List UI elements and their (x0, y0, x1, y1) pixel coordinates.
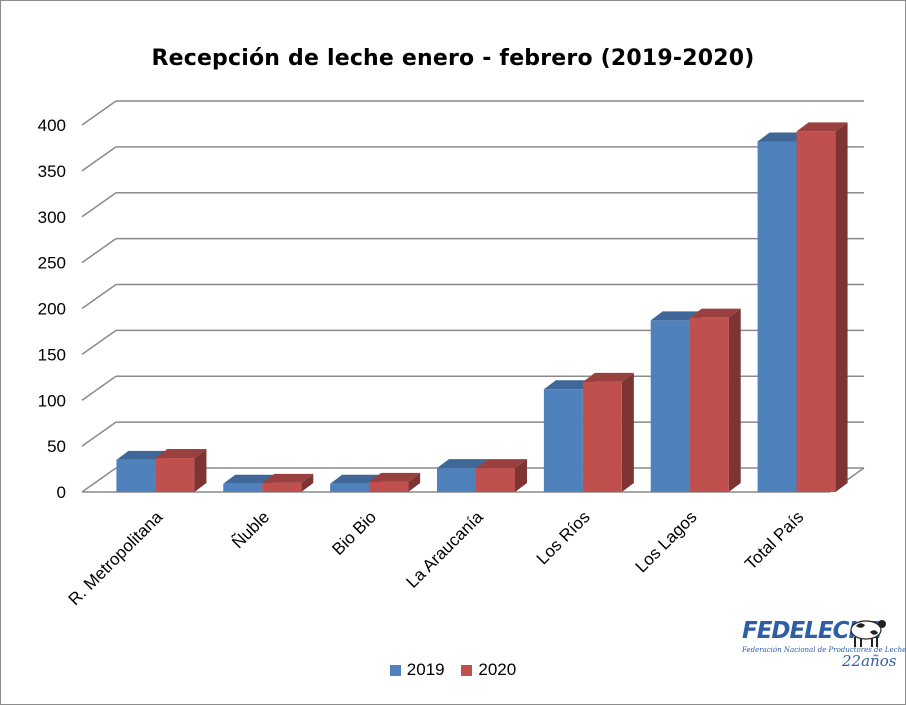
bar-side-2020-6 (835, 122, 848, 493)
bar-2019-0 (116, 459, 156, 492)
bar-top-2020-5 (689, 308, 741, 318)
legend-label-2019: 2019 (406, 660, 445, 679)
bar-2019-5 (650, 320, 690, 492)
bar-top-2020-6 (796, 122, 848, 132)
legend-swatch-2019 (389, 664, 401, 676)
y-tick-label-200: 200 (38, 300, 66, 319)
bar-top-2019-6 (757, 132, 809, 142)
bar-side-2020-0 (194, 449, 207, 492)
y-tick-label-150: 150 (38, 345, 66, 364)
gridline-side-150 (81, 329, 117, 355)
y-tick-label-0: 0 (57, 483, 66, 502)
x-tick-label-4: Los Ríos (533, 507, 594, 568)
x-tick-label-6: Total País (741, 507, 807, 573)
y-tick-label-300: 300 (38, 208, 66, 227)
x-tick-label-5: Los Lagos (632, 507, 701, 576)
bar-top-2020-2 (369, 472, 421, 482)
legend-label-2020: 2020 (478, 660, 517, 679)
bar-2019-6 (757, 141, 797, 492)
y-tick-label-400: 400 (38, 116, 66, 135)
bar-2019-4 (543, 389, 583, 492)
gridline-side-400 (81, 100, 117, 126)
bar-top-2019-0 (116, 450, 168, 460)
bar-top-2020-3 (476, 459, 527, 469)
bar-2020-6 (796, 131, 836, 493)
bar-side-2020-4 (621, 372, 634, 492)
bar-2019-1 (223, 483, 263, 492)
bar-side-2020-3 (515, 459, 527, 492)
legend-item-2020: 2020 (461, 660, 516, 680)
bar-2020-4 (582, 381, 622, 492)
gridline-side-200 (81, 283, 117, 310)
x-tick-label-0: R. Metropolitana (65, 507, 167, 609)
bar-top-2019-3 (437, 459, 488, 469)
bar-side-2020-5 (728, 308, 741, 492)
cow-icon (850, 620, 886, 647)
bar-top-2020-4 (582, 372, 634, 382)
bar-side-2020-2 (408, 472, 421, 492)
x-tick-label-3: La Araucanía (403, 507, 488, 592)
bar-2019-3 (437, 468, 476, 492)
x-tick-label-1: Ñuble (228, 507, 273, 552)
bar-2020-5 (689, 317, 729, 492)
y-tick-label-250: 250 (38, 254, 66, 273)
gridline-side-350 (81, 146, 117, 172)
gridline-side-50 (81, 421, 117, 447)
bar-2020-0 (155, 458, 195, 492)
gridline-side-100 (81, 375, 117, 401)
y-tick-label-350: 350 (38, 162, 66, 181)
bar-top-2019-2 (330, 474, 382, 484)
legend-swatch-2020 (461, 664, 473, 676)
gridline-side-0 (81, 467, 117, 493)
bar-2019-2 (330, 483, 370, 492)
fedeleche-logo: FEDELECHE Federación Nacional de Product… (738, 612, 906, 680)
logo-subtitle: Federación Nacional de Productores de Le… (742, 646, 906, 654)
bar-top-2019-5 (650, 311, 702, 321)
y-tick-label-50: 50 (47, 437, 66, 456)
bar-2020-3 (476, 468, 515, 492)
y-tick-label-100: 100 (38, 391, 66, 410)
bar-top-2020-0 (155, 449, 207, 459)
gridline-side-300 (81, 192, 117, 218)
gridline-side-250 (81, 238, 117, 264)
chart-title: Recepción de leche enero - febrero (2019… (151, 46, 755, 71)
bar-2020-2 (369, 481, 409, 492)
bar-side-2020-1 (301, 473, 314, 492)
x-tick-label-2: Bio Bio (328, 507, 380, 559)
logo-years: 22años (842, 652, 897, 670)
bar-top-2019-4 (543, 380, 595, 390)
bar-2020-1 (262, 482, 302, 492)
legend-item-2019: 2019 (389, 660, 445, 680)
bar-top-2020-1 (262, 473, 314, 483)
legend: 2019 2020 (0, 660, 906, 681)
bar-top-2019-1 (223, 474, 275, 484)
